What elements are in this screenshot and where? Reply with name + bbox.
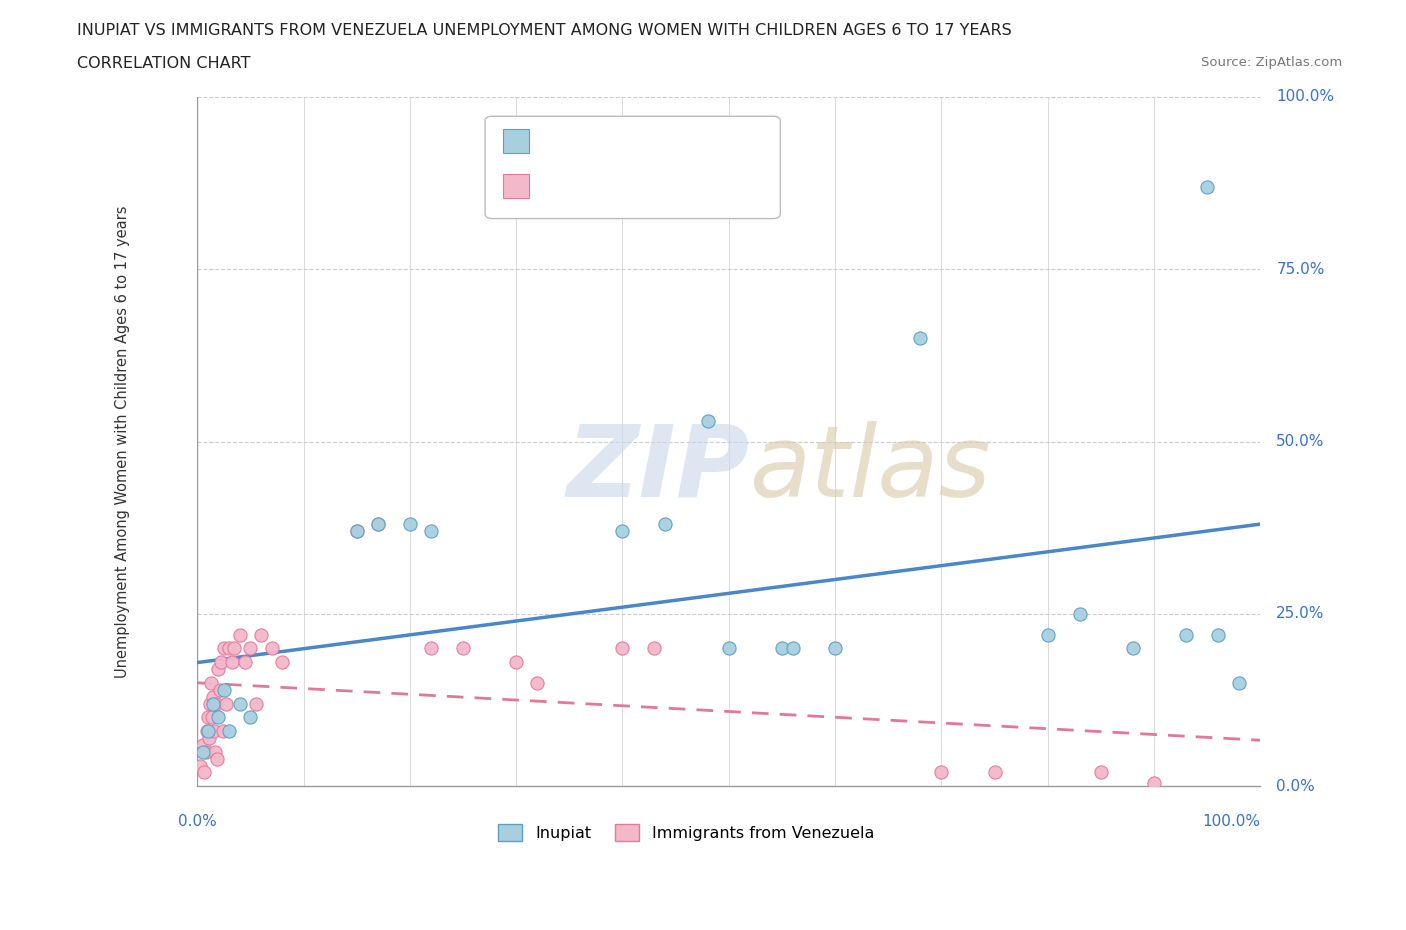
Text: INUPIAT VS IMMIGRANTS FROM VENEZUELA UNEMPLOYMENT AMONG WOMEN WITH CHILDREN AGES: INUPIAT VS IMMIGRANTS FROM VENEZUELA UNE… [77, 23, 1012, 38]
Text: 100.0%: 100.0% [1277, 89, 1334, 104]
Point [207, 751, 229, 766]
Point [224, 641, 246, 656]
Point [200, 675, 222, 690]
Point [1206, 627, 1229, 642]
Point [221, 655, 243, 670]
Text: Unemployment Among Women with Children Ages 6 to 17 years: Unemployment Among Women with Children A… [115, 206, 131, 678]
Point [1122, 641, 1144, 656]
Point [1069, 606, 1091, 621]
Point [696, 414, 718, 429]
Text: 25.0%: 25.0% [1277, 606, 1324, 621]
Point [229, 697, 252, 711]
Point [201, 710, 224, 724]
Point [194, 744, 217, 759]
Text: N = 42: N = 42 [643, 175, 704, 193]
Text: 75.0%: 75.0% [1277, 261, 1324, 277]
Point [717, 641, 740, 656]
Point [643, 641, 665, 656]
Point [1197, 179, 1219, 194]
Point [908, 331, 931, 346]
Point [239, 710, 262, 724]
Point [250, 627, 273, 642]
Text: R = 0.286: R = 0.286 [537, 175, 627, 193]
Point [202, 724, 225, 738]
Text: CORRELATION CHART: CORRELATION CHART [77, 56, 250, 71]
Point [211, 724, 233, 738]
Text: ZIP: ZIP [567, 420, 749, 518]
Point [218, 724, 240, 738]
Point [931, 765, 953, 780]
Point [451, 641, 474, 656]
Text: 100.0%: 100.0% [1202, 814, 1260, 829]
Point [190, 758, 212, 773]
Point [612, 524, 634, 538]
Point [1175, 627, 1198, 642]
Point [233, 655, 256, 670]
Point [229, 627, 252, 642]
Point [195, 724, 218, 738]
Point [824, 641, 846, 656]
Text: N = 28: N = 28 [643, 132, 704, 150]
Legend: Inupiat, Immigrants from Venezuela: Inupiat, Immigrants from Venezuela [492, 817, 880, 847]
Point [398, 517, 420, 532]
Point [205, 697, 228, 711]
Point [239, 641, 262, 656]
Point [420, 524, 443, 538]
Point [202, 697, 225, 711]
Point [420, 641, 443, 656]
Point [212, 641, 235, 656]
Point [204, 744, 226, 759]
Text: 0.0%: 0.0% [177, 814, 217, 829]
Point [346, 524, 368, 538]
Point [1036, 627, 1059, 642]
Point [245, 697, 267, 711]
Text: R = 0.425: R = 0.425 [537, 132, 628, 150]
Point [191, 744, 214, 759]
Text: 50.0%: 50.0% [1277, 434, 1324, 449]
Point [654, 517, 676, 532]
Point [782, 641, 804, 656]
Point [983, 765, 1005, 780]
Text: Source: ZipAtlas.com: Source: ZipAtlas.com [1202, 56, 1343, 69]
Point [271, 655, 294, 670]
Point [202, 689, 225, 704]
Text: atlas: atlas [749, 420, 991, 518]
Point [1090, 765, 1112, 780]
Point [260, 641, 283, 656]
Point [191, 737, 214, 752]
Point [207, 710, 229, 724]
Text: 0.0%: 0.0% [1277, 778, 1315, 794]
Point [215, 697, 238, 711]
Point [193, 765, 215, 780]
Point [198, 731, 221, 746]
Point [346, 524, 368, 538]
Point [209, 655, 232, 670]
Point [207, 661, 229, 676]
Point [212, 683, 235, 698]
Point [612, 641, 634, 656]
Point [208, 683, 231, 698]
Point [1143, 776, 1166, 790]
Point [770, 641, 793, 656]
Point [1227, 675, 1250, 690]
Point [526, 675, 548, 690]
Point [505, 655, 527, 670]
Point [198, 697, 221, 711]
Point [218, 641, 240, 656]
Point [367, 517, 389, 532]
Point [197, 724, 219, 738]
Point [367, 517, 389, 532]
Point [197, 710, 219, 724]
